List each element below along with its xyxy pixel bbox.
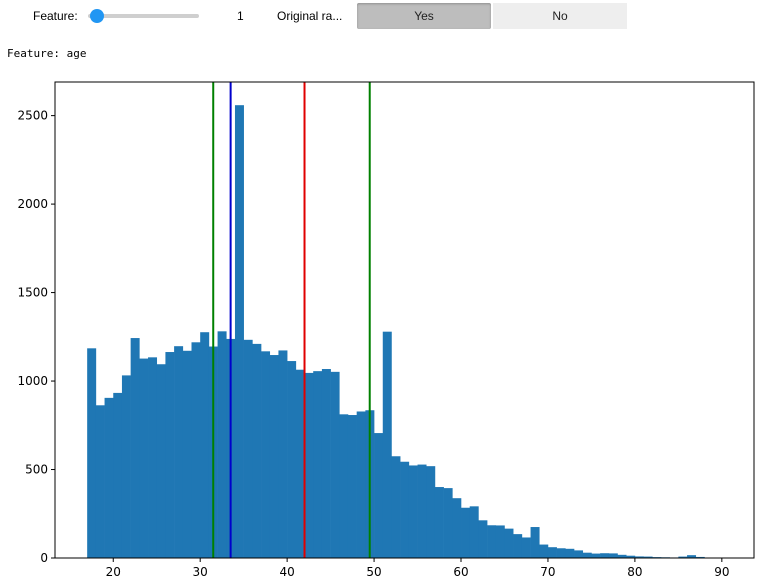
x-tick-label: 40 (279, 565, 294, 579)
histogram-bar (530, 527, 540, 558)
histogram-bar (591, 553, 601, 558)
histogram-bar (426, 466, 436, 558)
histogram-bar (287, 361, 297, 558)
histogram-bar (443, 488, 453, 558)
histogram-bar (356, 411, 366, 558)
marker-lines (212, 82, 371, 558)
histogram-bar (121, 375, 131, 558)
original-range-label: Original ra... (277, 9, 343, 23)
histogram-bar (469, 506, 479, 558)
histogram-bar (182, 350, 192, 558)
histogram-bar (278, 350, 288, 558)
feature-slider-track[interactable] (88, 14, 199, 18)
histogram-bar (504, 528, 514, 558)
x-axis-ticks: 20 30 40 50 60 70 80 90 (106, 558, 729, 579)
histogram-bar (408, 465, 418, 558)
histogram-bar (521, 537, 531, 558)
x-tick-label: 80 (627, 565, 642, 579)
histogram-bar (487, 525, 497, 558)
x-tick-label: 20 (106, 565, 121, 579)
histogram-bar (574, 550, 584, 558)
feature-slider-handle[interactable] (89, 9, 104, 23)
y-tick-label: 1500 (17, 286, 48, 300)
feature-value-readout: 1 (237, 9, 244, 23)
histogram-bar (234, 105, 244, 558)
histogram-bar (678, 556, 688, 558)
histogram-bar (547, 547, 557, 558)
histogram-bar (434, 487, 444, 558)
histogram-bar (261, 351, 271, 558)
y-tick-label: 1000 (17, 374, 48, 388)
histogram-bar (374, 433, 384, 558)
histogram-bar (565, 548, 575, 558)
histogram-bar (104, 397, 114, 558)
histogram-bar (217, 331, 227, 558)
x-tick-label: 30 (193, 565, 208, 579)
histogram-bar (200, 332, 210, 558)
histogram-bar (130, 338, 140, 558)
histogram-bar (269, 355, 279, 558)
histogram-bar (687, 555, 697, 558)
histogram-bar (113, 392, 123, 558)
x-tick-label: 50 (366, 565, 381, 579)
histogram-bar (513, 534, 523, 558)
y-tick-label: 2500 (17, 109, 48, 123)
histogram-bar (339, 414, 349, 558)
histogram-bar (243, 339, 253, 558)
histogram-bar (321, 369, 331, 558)
y-axis-ticks: 0 500 1000 1500 2000 2500 (17, 109, 55, 565)
histogram-bar (600, 553, 610, 558)
histogram-bar (382, 331, 392, 558)
histogram-bar (643, 556, 653, 558)
feature-output-text: Feature: age (7, 47, 87, 60)
histogram-bar (391, 456, 401, 558)
histogram-bar (313, 371, 323, 558)
histogram-bar (634, 556, 644, 558)
histogram-bar (617, 554, 627, 558)
histogram-bar (148, 357, 158, 558)
histogram-bar (330, 371, 340, 558)
x-tick-label: 90 (714, 565, 729, 579)
x-tick-label: 60 (453, 565, 468, 579)
histogram-bar (295, 369, 305, 558)
histogram-bar (695, 556, 705, 558)
histogram-bar (478, 520, 488, 558)
histogram-bar (252, 343, 262, 558)
x-tick-label: 70 (540, 565, 555, 579)
histogram-bar (191, 342, 201, 558)
histogram-bar (347, 415, 357, 558)
no-toggle-button[interactable]: No (493, 3, 627, 29)
histogram-bars (87, 105, 705, 558)
histogram-bar (304, 372, 314, 558)
histogram-bar (165, 352, 175, 558)
histogram-bar (87, 348, 97, 558)
histogram-bar (156, 364, 166, 558)
plot-frame (54, 81, 755, 559)
controls-bar: Feature: 1 Original ra... Yes No (0, 0, 764, 34)
histogram-bar (495, 525, 505, 558)
histogram-bar (608, 553, 618, 558)
yes-toggle-button[interactable]: Yes (357, 3, 491, 29)
y-tick-label: 2000 (17, 197, 48, 211)
histogram-chart: 20 30 40 50 60 70 80 90 0 500 1000 1500 2000 2500 (17, 81, 755, 579)
histogram-bar (556, 548, 566, 558)
histogram-bar (139, 358, 149, 558)
histogram-bar (626, 555, 636, 558)
histogram-bar (539, 544, 549, 558)
y-tick-label: 500 (25, 463, 48, 477)
histogram-bar (461, 507, 471, 558)
histogram-bar (417, 464, 427, 558)
histogram-bar (582, 552, 592, 558)
histogram-bar (452, 498, 462, 558)
histogram-bar (400, 461, 410, 558)
y-tick-label: 0 (40, 551, 48, 565)
feature-label: Feature: (33, 9, 78, 23)
histogram-bar (174, 346, 184, 558)
histogram-bar (95, 405, 105, 558)
